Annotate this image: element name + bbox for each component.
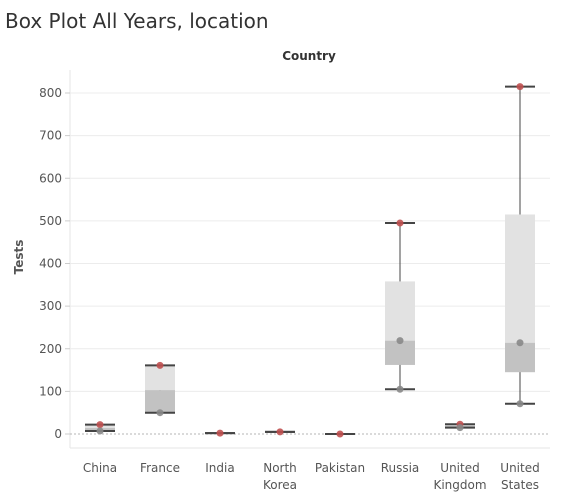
- x-tick-label: Pakistan: [315, 461, 365, 475]
- data-point: [96, 421, 104, 429]
- box-pakistan: [325, 430, 355, 438]
- box-china: [85, 421, 115, 435]
- gridlines: [65, 92, 550, 435]
- data-point: [456, 424, 464, 432]
- data-point: [516, 339, 524, 347]
- y-tick-label: 400: [39, 257, 62, 271]
- y-tick-label: 700: [39, 129, 62, 143]
- data-point: [216, 429, 224, 437]
- x-tick-label-line: Kingdom: [433, 478, 486, 492]
- x-tick-label-line: India: [205, 461, 234, 475]
- y-tick-label: 0: [54, 427, 62, 441]
- y-tick-label: 100: [39, 384, 62, 398]
- x-tick-label-line: United: [500, 461, 539, 475]
- box-france: [145, 361, 175, 417]
- box-united-kingdom: [445, 420, 475, 432]
- plot-background: [69, 70, 550, 449]
- data-point: [396, 219, 404, 227]
- x-tick-label: France: [140, 461, 180, 475]
- data-point: [96, 427, 104, 435]
- data-point: [156, 409, 164, 417]
- y-axis-title: Tests: [12, 240, 26, 275]
- y-tick-label: 600: [39, 171, 62, 185]
- y-tick-label: 800: [39, 86, 62, 100]
- y-tick-label: 300: [39, 299, 62, 313]
- x-tick-label-line: France: [140, 461, 180, 475]
- box-united-states: [505, 83, 535, 408]
- data-point: [336, 430, 344, 438]
- box-lower: [145, 390, 175, 413]
- x-tick-label: China: [83, 461, 117, 475]
- box-india: [205, 429, 235, 437]
- chart-title: Box Plot All Years, location: [5, 9, 269, 33]
- data-point: [396, 385, 404, 393]
- x-tick-label-line: Russia: [381, 461, 420, 475]
- x-tick-label: Russia: [381, 461, 420, 475]
- box-lower: [385, 340, 415, 365]
- x-tick-label-line: United: [440, 461, 479, 475]
- x-tick-label: India: [205, 461, 234, 475]
- x-tick-label: United States: [500, 461, 539, 492]
- x-tick-label-line: North: [263, 461, 297, 475]
- x-tick-label-line: China: [83, 461, 117, 475]
- data-point: [396, 337, 404, 345]
- y-tick-label: 200: [39, 342, 62, 356]
- x-tick-label: United Kingdom: [433, 461, 486, 492]
- box-upper: [385, 281, 415, 341]
- box-upper: [145, 365, 175, 391]
- column-header: Country: [282, 49, 336, 63]
- box-lower: [505, 342, 535, 373]
- x-tick-label-line: Korea: [263, 478, 297, 492]
- data-point: [516, 83, 524, 91]
- y-axis-ticks: 0 100 200 300 400 500 600 700 800: [39, 86, 62, 441]
- y-tick-label: 500: [39, 214, 62, 228]
- box-upper: [505, 214, 535, 343]
- x-tick-label: North Korea: [263, 461, 297, 492]
- data-point: [276, 428, 284, 436]
- data-point: [516, 400, 524, 408]
- data-point: [156, 361, 164, 369]
- x-tick-label-line: Pakistan: [315, 461, 365, 475]
- box-north-korea: [265, 428, 295, 436]
- x-tick-label-line: States: [501, 478, 539, 492]
- box-russia: [385, 219, 415, 393]
- x-axis-labels: China France India North Korea Pakistan Russia…: [83, 461, 540, 492]
- boxes: [85, 83, 535, 438]
